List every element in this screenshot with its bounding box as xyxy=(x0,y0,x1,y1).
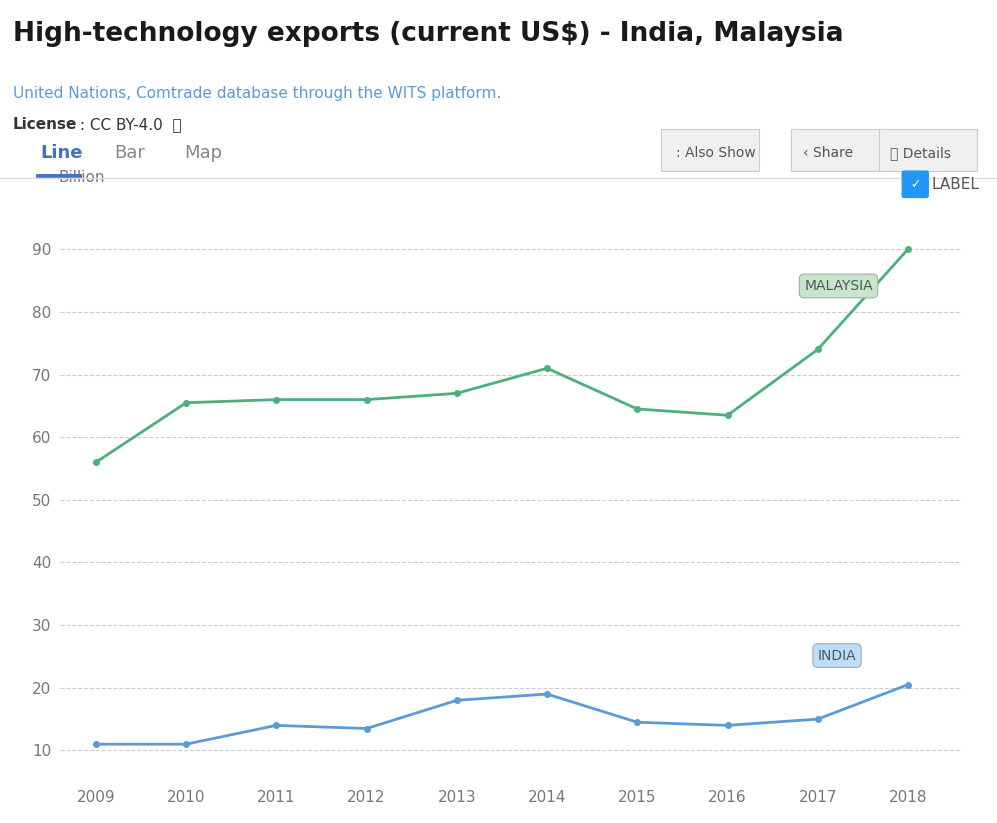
Text: Bar: Bar xyxy=(115,144,146,162)
Text: Line: Line xyxy=(40,144,83,162)
Text: : CC BY-4.0  ⓘ: : CC BY-4.0 ⓘ xyxy=(75,117,181,132)
Text: ‹ Share: ‹ Share xyxy=(803,146,852,160)
Text: License: License xyxy=(13,117,78,132)
Text: MALAYSIA: MALAYSIA xyxy=(805,279,872,293)
Text: Map: Map xyxy=(184,144,222,162)
Text: INDIA: INDIA xyxy=(818,649,856,663)
Text: ✓: ✓ xyxy=(910,178,920,191)
Text: : Also Show: : Also Show xyxy=(676,146,756,160)
Text: United Nations, Comtrade database through the WITS platform.: United Nations, Comtrade database throug… xyxy=(13,86,501,101)
Text: ⓘ Details: ⓘ Details xyxy=(890,146,951,160)
Text: High-technology exports (current US$) - India, Malaysia: High-technology exports (current US$) - … xyxy=(13,21,843,47)
Text: LABEL: LABEL xyxy=(931,177,979,192)
Text: Billion: Billion xyxy=(59,170,106,184)
